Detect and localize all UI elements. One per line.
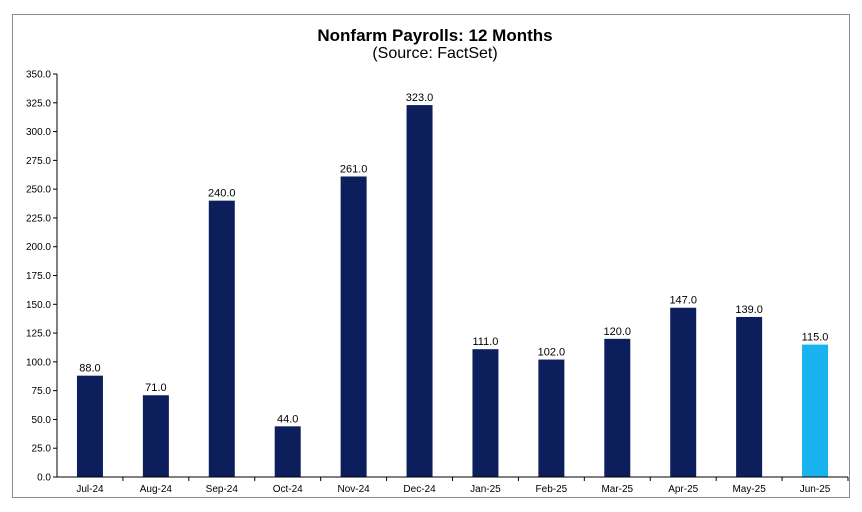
y-tick-label: 225.0 <box>26 213 51 224</box>
x-tick-label: Dec-24 <box>403 484 436 495</box>
bar-apr-25 <box>670 307 697 477</box>
data-label: 120.0 <box>604 326 632 338</box>
y-tick-label: 0.0 <box>37 473 51 484</box>
y-axis-ticks: 0.0 25.0 50.0 75.0 100.0 125.0 150.0 175.0 200.0… <box>26 70 57 484</box>
chart-title: Nonfarm Payrolls: 12 Months <box>317 26 553 45</box>
data-label: 147.0 <box>669 295 697 307</box>
x-tick-label: Apr-25 <box>668 484 698 495</box>
data-label: 44.0 <box>277 413 298 425</box>
y-tick-label: 150.0 <box>26 300 51 311</box>
data-label: 71.0 <box>145 382 166 394</box>
bar-jan-25 <box>472 349 499 477</box>
y-tick-label: 300.0 <box>26 127 51 138</box>
y-tick-label: 50.0 <box>32 415 52 426</box>
bar-nov-24 <box>340 176 367 477</box>
x-axis-ticks: Jul-24 Aug-24 Sep-24 Oct-24 Nov-24 Dec-24 Jan-… <box>76 477 849 495</box>
bars <box>76 105 829 478</box>
y-tick-label: 350.0 <box>26 70 51 81</box>
bar-jun-25 <box>802 344 829 477</box>
bar-sep-24 <box>208 200 235 477</box>
y-tick-label: 100.0 <box>26 357 51 368</box>
chart-subtitle: (Source: FactSet) <box>372 45 498 62</box>
data-label: 115.0 <box>802 332 829 344</box>
bar-may-25 <box>736 316 763 477</box>
bar-dec-24 <box>406 105 433 478</box>
data-label: 102.0 <box>538 347 566 359</box>
data-label: 88.0 <box>79 363 100 375</box>
data-label: 139.0 <box>735 304 763 316</box>
y-tick-label: 75.0 <box>32 386 52 397</box>
data-labels: 88.0 71.0 240.0 44.0 261.0 323.0 111.0 102.0 120… <box>79 92 828 425</box>
y-tick-label: 250.0 <box>26 185 51 196</box>
x-tick-label: Jun-25 <box>800 484 831 495</box>
x-tick-label: May-25 <box>732 484 766 495</box>
y-tick-label: 325.0 <box>26 98 51 109</box>
x-tick-label: Sep-24 <box>206 484 239 495</box>
bar-oct-24 <box>274 426 301 477</box>
bar-jul-24 <box>76 375 103 477</box>
bar-feb-25 <box>538 359 565 477</box>
y-tick-label: 275.0 <box>26 156 51 167</box>
x-tick-label: Jul-24 <box>76 484 104 495</box>
data-label: 111.0 <box>473 336 499 348</box>
data-label: 261.0 <box>340 163 368 175</box>
bar-mar-25 <box>604 338 631 477</box>
y-tick-label: 125.0 <box>26 329 51 340</box>
y-tick-label: 175.0 <box>26 271 51 282</box>
x-tick-label: Feb-25 <box>536 484 568 495</box>
x-tick-label: Jan-25 <box>470 484 501 495</box>
data-label: 240.0 <box>208 188 236 200</box>
x-tick-label: Oct-24 <box>273 484 303 495</box>
y-tick-label: 200.0 <box>26 242 51 253</box>
data-label: 323.0 <box>406 92 434 104</box>
x-tick-label: Aug-24 <box>140 484 173 495</box>
x-tick-label: Nov-24 <box>338 484 371 495</box>
x-tick-label: Mar-25 <box>601 484 633 495</box>
bar-aug-24 <box>142 395 169 477</box>
y-tick-label: 25.0 <box>32 444 52 455</box>
